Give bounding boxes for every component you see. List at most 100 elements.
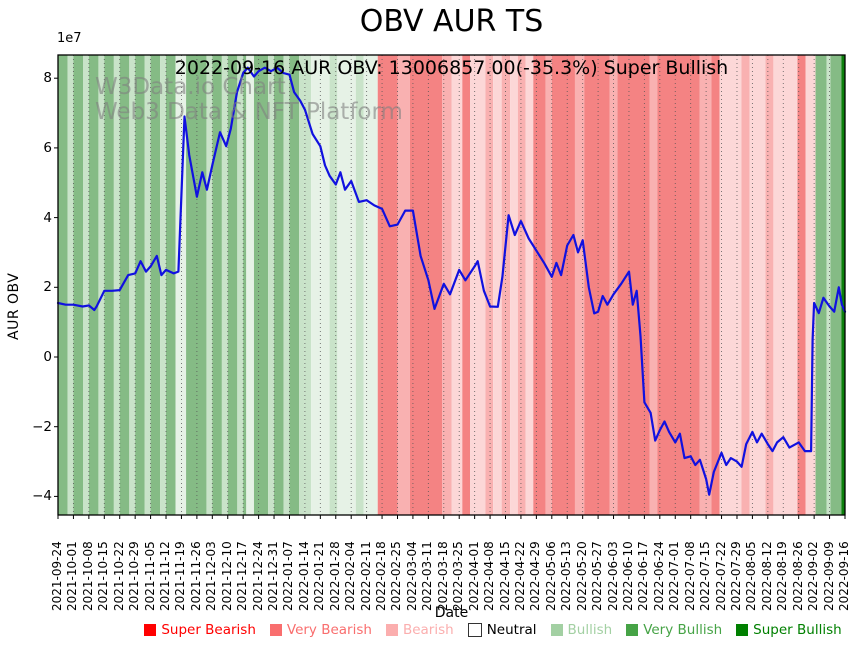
sentiment-band <box>485 55 494 515</box>
sentiment-band <box>609 55 618 515</box>
x-axis-label: Date <box>434 605 469 621</box>
x-tick-label: 2021-12-24 <box>250 541 265 611</box>
sentiment-band <box>617 55 650 515</box>
sentiment-band <box>545 55 552 515</box>
legend-swatch-icon <box>626 624 639 636</box>
legend: Super Bearish Very Bearish Bearish Neutral B… <box>135 622 851 638</box>
sentiment-band <box>442 55 452 515</box>
legend-swatch-icon <box>385 624 398 636</box>
x-tick-label: 2021-11-12 <box>158 541 173 611</box>
x-tick-label: 2022-05-13 <box>559 541 574 611</box>
sentiment-band <box>135 55 145 515</box>
sentiment-band <box>397 55 410 515</box>
sentiment-band <box>711 55 720 515</box>
x-tick-label: 2022-04-15 <box>497 541 512 611</box>
sentiment-band <box>268 55 275 515</box>
x-tick-label: 2021-10-01 <box>65 541 80 611</box>
sentiment-band <box>113 55 120 515</box>
legend-swatch-icon <box>144 624 157 636</box>
x-tick-label: 2021-10-08 <box>80 541 95 611</box>
x-tick-label: 2022-09-02 <box>806 541 821 611</box>
sentiment-band <box>699 55 712 515</box>
sentiment-band <box>98 55 105 515</box>
x-tick-label: 2022-01-14 <box>296 541 311 611</box>
sentiment-band <box>246 55 254 515</box>
x-tick-label: 2022-01-07 <box>281 541 296 611</box>
sentiment-band <box>311 55 330 515</box>
x-tick-label: 2022-03-04 <box>404 541 419 611</box>
x-tick-label: 2021-11-26 <box>188 541 203 611</box>
y-tick-label: 2 <box>43 279 52 296</box>
sentiment-band <box>243 55 247 515</box>
sentiment-band <box>741 55 750 515</box>
sentiment-band <box>749 55 766 515</box>
sentiment-band <box>329 55 338 515</box>
x-tick-label: 2022-07-08 <box>682 541 697 611</box>
legend-label: Bullish <box>567 622 613 638</box>
sentiment-band <box>841 55 845 515</box>
legend-item: Super Bearish <box>144 622 256 638</box>
sentiment-band <box>805 55 816 515</box>
sentiment-band <box>355 55 364 515</box>
chart-subtitle: 2022-09-16 AUR OBV: 13006857.00(-35.3%) … <box>174 57 729 79</box>
legend-label: Neutral <box>486 622 537 638</box>
legend-item: Bullish <box>550 622 613 638</box>
x-tick-label: 2021-12-17 <box>235 541 250 611</box>
x-tick-label: 2022-07-15 <box>698 541 713 611</box>
y-tick-label: 4 <box>43 209 52 226</box>
x-tick-label: 2022-07-01 <box>667 541 682 611</box>
sentiment-band <box>299 55 305 515</box>
x-tick-label: 2022-04-08 <box>482 541 497 611</box>
sentiment-band <box>470 55 486 515</box>
y-axis-offset-text: 1e7 <box>57 31 82 46</box>
legend-swatch-icon <box>550 624 563 636</box>
sentiment-band <box>67 55 74 515</box>
sentiment-band <box>160 55 167 515</box>
sentiment-band <box>517 55 526 515</box>
sentiment-band <box>206 55 213 515</box>
x-tick-label: 2021-11-05 <box>142 541 157 611</box>
x-tick-label: 2022-06-03 <box>605 541 620 611</box>
x-tick-label: 2022-01-28 <box>327 541 342 611</box>
obv-line <box>56 66 847 496</box>
sentiment-band <box>227 55 238 515</box>
watermark-line2: Web3 Data & NFT Platform <box>95 99 403 125</box>
x-tick-label: 2022-06-10 <box>620 541 635 611</box>
sentiment-band <box>815 55 827 515</box>
watermark-line1: W3Data.io Chart <box>95 74 286 100</box>
sentiment-band <box>773 55 798 515</box>
sentiment-band <box>462 55 471 515</box>
x-tick-label: 2022-02-25 <box>389 541 404 611</box>
sentiment-band <box>58 55 68 515</box>
sentiment-band <box>533 55 546 515</box>
sentiment-band <box>166 55 176 515</box>
legend-item: Neutral <box>467 622 537 638</box>
legend-label: Bearish <box>402 622 454 638</box>
x-tick-label: 2022-03-25 <box>451 541 466 611</box>
sentiment-band <box>377 55 398 515</box>
x-tick-label: 2022-02-18 <box>374 541 389 611</box>
legend-item: Very Bearish <box>269 622 372 638</box>
sentiment-band <box>221 55 228 515</box>
legend-swatch-icon <box>736 624 749 636</box>
x-tick-label: 2022-03-11 <box>420 541 435 611</box>
x-tick-label: 2021-12-03 <box>204 541 219 611</box>
y-tick-label: 8 <box>43 70 52 87</box>
sentiment-band <box>73 55 83 515</box>
sentiment-band <box>129 55 136 515</box>
sentiment-band <box>212 55 222 515</box>
x-tick-label: 2022-08-12 <box>759 541 774 611</box>
sentiment-band <box>283 55 290 515</box>
x-tick-label: 2022-01-21 <box>312 541 327 611</box>
x-tick-label: 2021-12-10 <box>219 541 234 611</box>
sentiment-band <box>797 55 806 515</box>
x-tick-label: 2022-02-04 <box>343 541 358 611</box>
x-tick-label: 2022-09-09 <box>821 541 836 611</box>
x-tick-label: 2022-08-05 <box>744 541 759 611</box>
x-tick-label: 2021-11-19 <box>173 541 188 611</box>
sentiment-band <box>363 55 378 515</box>
x-tick-label: 2022-07-29 <box>728 541 743 611</box>
x-tick-label: 2022-05-27 <box>590 541 605 611</box>
x-tick-label: 2021-10-29 <box>127 541 142 611</box>
x-tick-label: 2022-03-18 <box>435 541 450 611</box>
